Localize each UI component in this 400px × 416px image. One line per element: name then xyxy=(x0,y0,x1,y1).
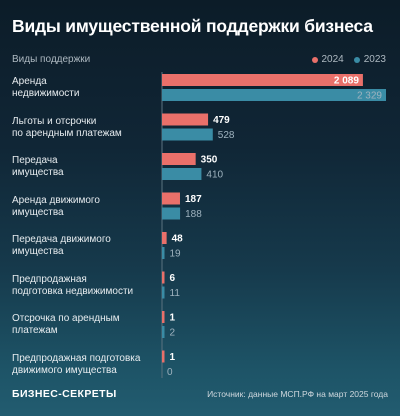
category-label: Предпродажная подготовка недвижимости xyxy=(12,274,160,298)
value-label-2023: 11 xyxy=(170,288,181,299)
category-label-line: имущества xyxy=(12,206,64,218)
value-label-2023: 2 329 xyxy=(357,91,382,102)
category-label-line: подготовка недвижимости xyxy=(12,285,134,297)
legend-item-2023: 2023 xyxy=(353,54,386,65)
category-label-line: Предпродажная xyxy=(12,273,87,285)
value-label-2023: 410 xyxy=(206,170,223,181)
bar-2023 xyxy=(162,207,181,220)
value-label-2024: 187 xyxy=(185,194,202,205)
bar-2023 xyxy=(162,128,213,141)
bar-2024 xyxy=(162,232,167,244)
category-label-line: недвижимости xyxy=(12,88,80,99)
category-label-line: Передача xyxy=(12,155,58,166)
bar-2024 xyxy=(162,192,180,205)
bar-2023 xyxy=(162,168,202,180)
category-label: Передача движимого имущества xyxy=(12,234,160,258)
category-label-line: Аренда xyxy=(12,76,47,87)
bar-2023 xyxy=(162,89,386,101)
value-label-2024: 350 xyxy=(201,155,218,166)
bar-2024 xyxy=(162,311,165,323)
category-label: Отсрочка по арендным платежам xyxy=(12,313,160,337)
legend: 2024 2023 xyxy=(311,54,386,65)
category-label-line: Аренда движимого xyxy=(12,194,100,206)
bar-2024 xyxy=(162,113,209,126)
value-label-2023: 19 xyxy=(170,249,182,260)
legend-label-2023: 2023 xyxy=(363,54,386,65)
bar-2024 xyxy=(162,350,165,363)
bar-2023 xyxy=(162,326,165,338)
value-label-2023: 0 xyxy=(167,367,173,378)
category-label-line: платежам xyxy=(12,325,58,336)
category-label-line: Передача движимого xyxy=(12,234,111,245)
value-label-2024: 1 xyxy=(170,313,176,324)
value-label-2024: 48 xyxy=(172,234,184,245)
legend-dot-2024 xyxy=(311,56,318,63)
legend-item-2024: 2024 xyxy=(311,54,344,65)
column-header: Виды поддержки xyxy=(12,54,91,65)
category-label: Аренда движимого имущества xyxy=(12,195,160,219)
value-label-2024: 479 xyxy=(213,115,230,126)
brand-logo: БИЗНЕС-СЕКРЕТЫ xyxy=(12,388,117,400)
category-label: Предпродажная подготовка движимого имущес… xyxy=(12,353,160,377)
category-label-line: по арендным платежам xyxy=(12,127,122,139)
bar-2023 xyxy=(162,286,165,299)
category-label-line: Предпродажная подготовка xyxy=(12,352,141,364)
bar-2024 xyxy=(162,153,196,165)
category-label: Передача имущества xyxy=(12,155,160,179)
chart-title: Виды имущественной поддержки бизнеса xyxy=(12,16,373,36)
bar-2024 xyxy=(162,271,165,284)
category-label-line: имущества xyxy=(12,246,64,257)
value-label-2024: 2 089 xyxy=(334,76,359,87)
category-label-line: Льготы и отсрочки xyxy=(12,115,97,127)
category-label-line: движимого имущества xyxy=(12,364,117,376)
bar-2024 xyxy=(162,74,363,86)
category-label-line: Отсрочка по арендным xyxy=(12,313,120,324)
value-label-2024: 1 xyxy=(170,352,176,363)
legend-label-2024: 2024 xyxy=(321,54,344,65)
value-label-2023: 188 xyxy=(185,209,202,220)
category-label: Аренда недвижимости xyxy=(12,76,160,100)
category-label-line: имущества xyxy=(12,167,64,178)
bar-2023 xyxy=(162,247,165,259)
value-label-2024: 6 xyxy=(170,273,176,284)
value-label-2023: 528 xyxy=(218,130,235,141)
category-label: Льготы и отсрочки по арендным платежам xyxy=(12,116,160,140)
legend-dot-2023 xyxy=(353,56,360,63)
value-label-2023: 2 xyxy=(170,328,176,339)
source-note: Источник: данные МСП.РФ на март 2025 год… xyxy=(207,389,388,399)
